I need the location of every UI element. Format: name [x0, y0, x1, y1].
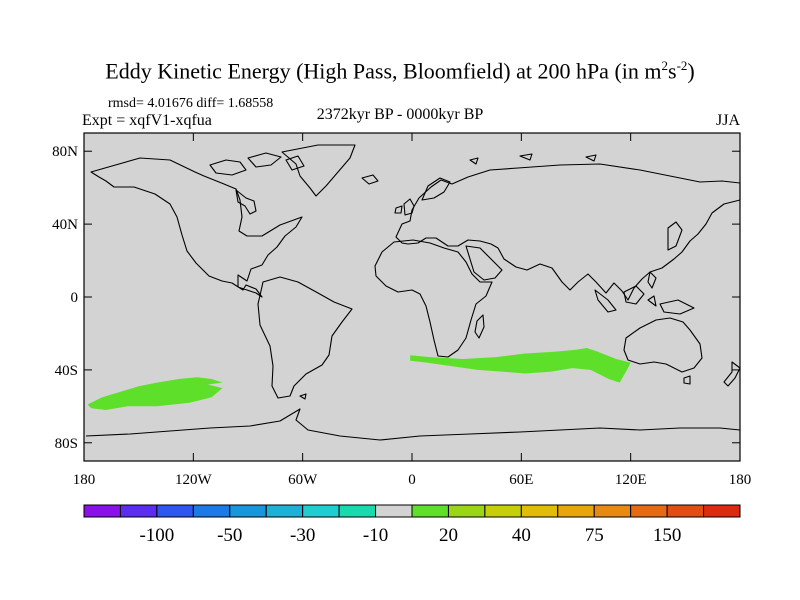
title-superscript-1: 2 — [661, 58, 669, 73]
colorbar-swatch — [447, 504, 486, 518]
coastline-arabia — [465, 245, 503, 281]
title-superscript-2: -2 — [676, 58, 688, 73]
season-label: JJA — [716, 112, 741, 129]
colorbar-swatch — [119, 504, 158, 518]
colorbar-swatch — [192, 504, 231, 518]
coastline-greenland — [281, 144, 356, 197]
coastline-british-isles — [394, 198, 415, 216]
colorbar-label: -30 — [290, 525, 315, 546]
colorbar-label: 75 — [585, 525, 604, 546]
lat-tick-label: 80N — [52, 144, 78, 160]
coastline-eurasia — [395, 163, 741, 301]
colorbar-swatch — [338, 504, 377, 518]
coastline-australia — [623, 317, 703, 373]
map-background — [84, 133, 740, 461]
lon-tick-label: 180 — [73, 472, 96, 488]
colorbar-label: 150 — [653, 525, 682, 546]
coastline-scandinavia — [421, 177, 451, 201]
lat-tick-label: 40S — [55, 363, 78, 379]
colorbar-swatch — [83, 504, 121, 518]
colorbar-swatch — [557, 504, 595, 518]
colorbar-swatch — [666, 504, 705, 518]
coastline-tasmania — [683, 375, 691, 385]
colorbar-label: 20 — [439, 525, 458, 546]
coastline-south-america — [257, 276, 353, 399]
experiment-label: Expt = xqfV1-xqfua — [82, 112, 212, 129]
coastline-madagascar — [474, 314, 485, 339]
rmsd-diff-text: rmsd= 4.01676 diff= 1.68558 — [108, 96, 274, 111]
lon-tick-label: 120E — [615, 472, 647, 488]
lon-tick-label: 120W — [175, 472, 213, 488]
lon-tick-label: 60W — [288, 472, 318, 488]
colorbar-swatch — [265, 504, 304, 518]
colorbar-swatch — [484, 504, 522, 518]
colorbar-label: -100 — [139, 525, 174, 546]
colorbar-swatch — [593, 504, 632, 518]
coastline-hudson-bay — [235, 189, 257, 215]
map-axes: 80N 40N 0 40S 80S 180 120W 60W 0 60E 120E 180 — [52, 133, 751, 488]
south-indian-ocean-positive-anomaly — [410, 348, 631, 383]
plot-title: Eddy Kinetic Energy (High Pass, Bloomfie… — [0, 58, 800, 84]
colorbar-swatch — [302, 504, 340, 518]
coastline-indonesia — [594, 285, 695, 315]
colorbar-label: -10 — [363, 525, 388, 546]
lon-tick-label: 60E — [509, 472, 533, 488]
lat-tick-label: 40N — [52, 217, 78, 233]
colorbar-swatch — [375, 504, 413, 518]
anomaly-layer — [87, 348, 631, 410]
coastlines — [85, 144, 741, 441]
colorbar-swatch — [229, 504, 267, 518]
coastline-africa — [374, 239, 493, 358]
colorbar: -100 -50 -30 -10 20 40 75 150 — [83, 504, 741, 546]
coastline-philippines — [647, 271, 657, 289]
coastline-small-islands — [299, 153, 597, 400]
title-close-paren: ) — [687, 58, 695, 84]
title-text: Eddy Kinetic Energy (High Pass, Bloomfie… — [105, 58, 662, 84]
colorbar-swatch — [520, 504, 559, 518]
coastline-antarctica — [85, 408, 741, 441]
colorbar-swatch — [703, 504, 741, 518]
period-label: 2372kyr BP - 0000kyr BP — [316, 106, 484, 123]
colorbar-label: -50 — [217, 525, 242, 546]
title-unit-s: s — [668, 58, 677, 84]
coastline-arctic-islands — [209, 152, 305, 176]
south-pacific-positive-anomaly — [87, 377, 223, 410]
lon-tick-label: 180 — [729, 472, 752, 488]
colorbar-swatch — [630, 504, 668, 518]
colorbar-label: 40 — [512, 525, 531, 546]
coastline-north-america — [90, 157, 303, 298]
lat-tick-label: 80S — [55, 436, 78, 452]
lat-tick-label: 0 — [71, 290, 79, 306]
lon-tick-label: 0 — [408, 472, 416, 488]
coastline-japan — [667, 221, 683, 251]
coastline-iceland — [361, 174, 379, 185]
colorbar-swatch — [156, 504, 194, 518]
colorbar-swatch — [411, 504, 449, 518]
